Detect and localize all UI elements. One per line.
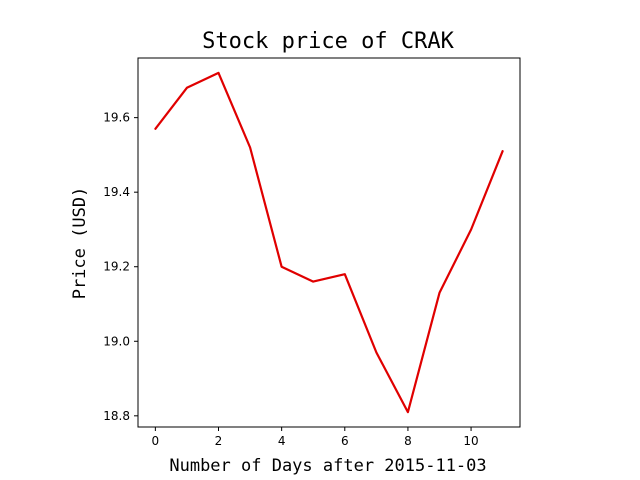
series-layer (155, 73, 502, 412)
x-axis-label: Number of Days after 2015-11-03 (169, 456, 486, 476)
y-axis-label: Price (USD) (70, 187, 90, 300)
y-axis: 18.8 19.0 19.2 19.4 19.6 (103, 111, 138, 423)
y-tick-label: 19.0 (103, 334, 130, 348)
x-tick-label: 2 (215, 434, 223, 448)
chart-title: Stock price of CRAK (202, 29, 454, 54)
price-series-line (155, 73, 502, 412)
x-axis: 0 2 4 6 8 10 (152, 427, 479, 448)
x-tick-label: 8 (404, 434, 412, 448)
x-tick-label: 6 (341, 434, 349, 448)
x-tick-label: 4 (278, 434, 286, 448)
x-tick-label: 10 (463, 434, 478, 448)
y-tick-label: 19.4 (103, 185, 130, 199)
y-tick-label: 18.8 (103, 409, 130, 423)
y-tick-label: 19.6 (103, 111, 130, 125)
y-tick-label: 19.2 (103, 260, 130, 274)
x-tick-label: 0 (152, 434, 160, 448)
plot-frame (138, 58, 520, 427)
